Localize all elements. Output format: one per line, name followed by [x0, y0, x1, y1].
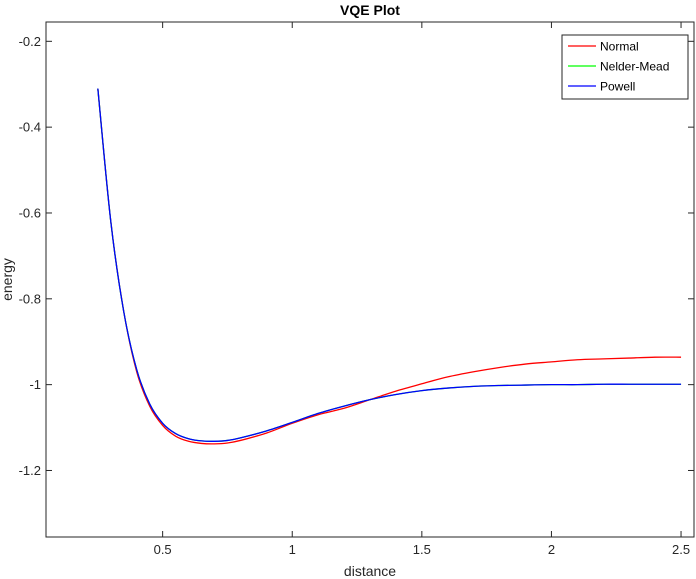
y-axis-ticks: -0.2 -0.4 -0.6 -0.8 -1 -1.2: [19, 34, 694, 478]
legend-label: Normal: [600, 40, 639, 54]
y-tick-label: -0.2: [19, 34, 41, 49]
series-lines: [97, 88, 682, 445]
x-tick-label: 2: [548, 542, 555, 557]
x-tick-label: 2.5: [672, 542, 690, 557]
axes-box: [45, 21, 695, 538]
legend-label: Powell: [600, 80, 635, 94]
y-tick-label: -0.4: [19, 120, 41, 135]
y-tick-label: -0.6: [19, 205, 41, 220]
x-tick-label: 1: [289, 542, 296, 557]
series-line-powell: [97, 88, 682, 442]
legend: Normal Nelder-Mead Powell: [561, 34, 689, 100]
chart-title: VQE Plot: [340, 2, 400, 18]
y-tick-label: -1.2: [19, 463, 41, 478]
legend-label: Nelder-Mead: [600, 60, 669, 74]
x-axis-label: distance: [344, 563, 396, 579]
plot-area: 0.5 1 1.5 2 2.5 -0.2 -0.4 -0.6 -0.8 -1 -1.2: [19, 21, 695, 557]
y-tick-label: -0.8: [19, 291, 41, 306]
y-axis-label: energy: [0, 258, 15, 301]
x-tick-label: 1.5: [413, 542, 431, 557]
series-line-normal: [97, 88, 682, 445]
y-tick-label: -1: [29, 377, 41, 392]
x-axis-ticks: 0.5 1 1.5 2 2.5: [154, 22, 690, 557]
x-tick-label: 0.5: [154, 542, 172, 557]
